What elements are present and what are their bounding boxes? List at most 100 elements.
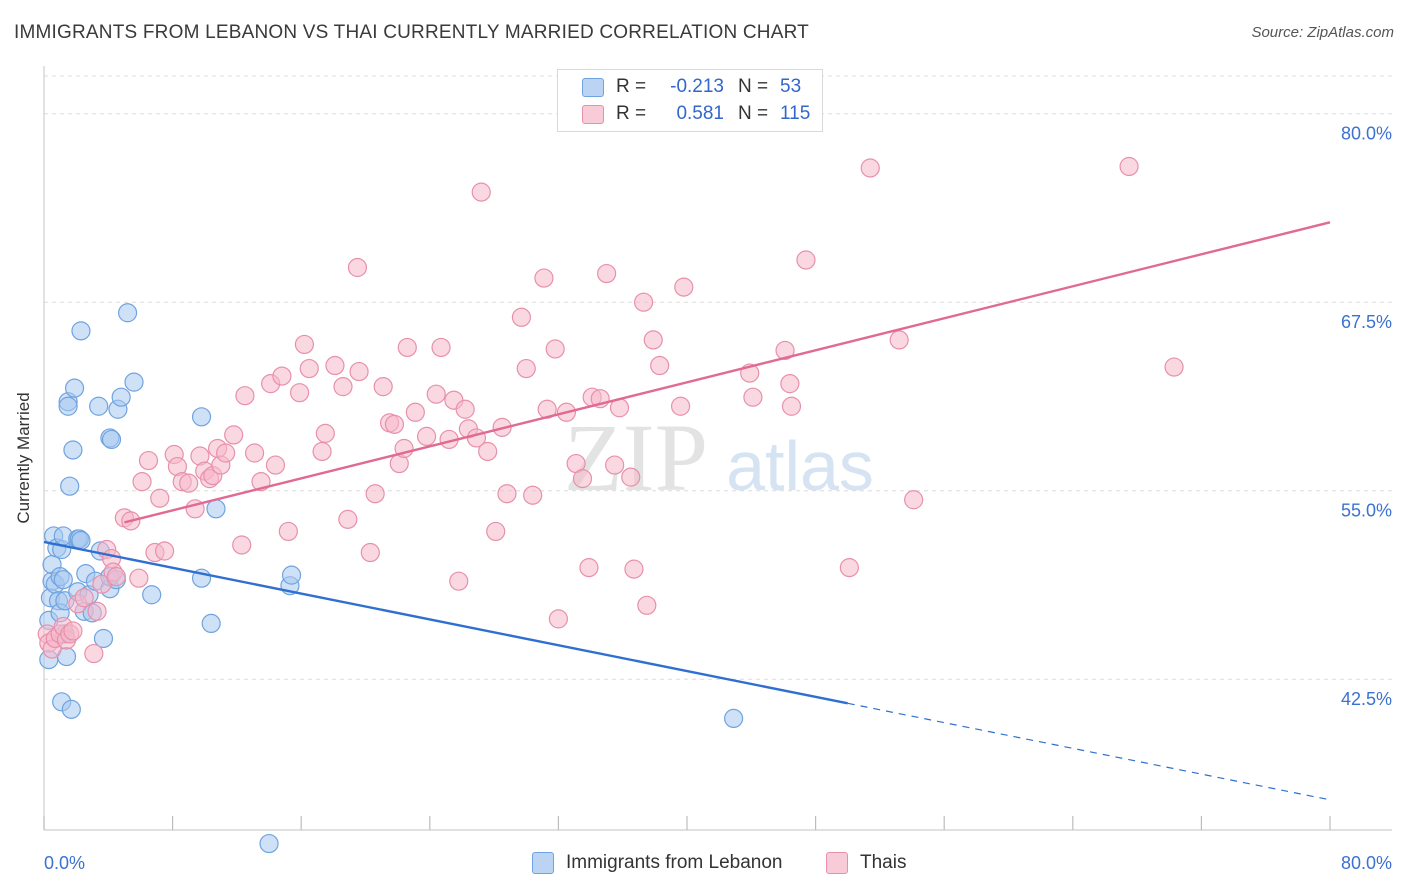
x-tick-label: 0.0% (44, 853, 85, 873)
axis-layer (43, 66, 1392, 831)
lebanon-point (101, 429, 122, 450)
lebanon-point (724, 708, 744, 729)
thais-point (74, 588, 94, 608)
legend-r-label: R = (616, 76, 647, 97)
thais-point (244, 443, 265, 463)
thais-point (87, 601, 107, 621)
legend-n-value: 115 (780, 103, 811, 124)
thais-point (775, 340, 795, 361)
thais-point (605, 455, 625, 475)
lebanon-point (53, 570, 73, 590)
thais-point (278, 521, 298, 542)
watermark: ZIP atlas (564, 404, 874, 511)
thais-point (405, 402, 425, 422)
thais-point (431, 337, 451, 358)
bottom-legend-label-lebanon: Immigrants from Lebanon (566, 852, 783, 873)
thais-point (154, 541, 175, 561)
thais-point (224, 425, 244, 445)
lebanon-trend-line (43, 540, 848, 705)
thais-point (216, 443, 236, 463)
thais-point (373, 377, 393, 397)
chart-title: IMMIGRANTS FROM LEBANON VS THAI CURRENTL… (14, 22, 809, 43)
thais-point (839, 558, 859, 578)
lebanon-point (64, 378, 85, 398)
lebanon-point (142, 585, 162, 605)
lebanon-point (259, 833, 279, 854)
lebanon-point (117, 303, 138, 323)
lebanon-point (93, 628, 114, 649)
lebanon-point (201, 613, 221, 634)
y-tick-label: 55.0% (1341, 501, 1392, 521)
thais-point (312, 441, 332, 462)
legend-r-value: -0.213 (670, 76, 724, 97)
thais-point (637, 595, 657, 615)
thais-point (232, 535, 252, 555)
lebanon-point (111, 387, 131, 407)
thais-point (84, 643, 104, 664)
thais-point (545, 339, 565, 359)
thais-point (294, 334, 315, 355)
thais-point (1119, 156, 1139, 177)
thais-point (349, 361, 369, 382)
lebanon-point (281, 565, 302, 585)
thais-point (860, 158, 880, 178)
thais-point (633, 292, 654, 312)
legend-n-value: 53 (780, 76, 802, 97)
legend-box: R = -0.213 N = 53 R = 0.581 N = 115 (557, 69, 823, 132)
thais-point (426, 384, 446, 404)
thais-point (150, 488, 170, 508)
lebanon-point (206, 499, 226, 519)
bottom-legend-lebanon: Immigrants from Lebanon (532, 852, 783, 874)
legend-row-thais: R = 0.581 N = 115 (582, 102, 816, 126)
thais-point (1164, 357, 1184, 377)
thais-point (534, 268, 554, 288)
legend-swatch-thais (582, 104, 604, 124)
bottom-legend-swatch-lebanon (532, 852, 554, 874)
tick-label-layer: 42.5% 55.0% 67.5% 80.0% 0.0% 80.0% (44, 124, 1392, 873)
thais-point (299, 358, 319, 379)
grid-layer (44, 75, 1392, 680)
thais-point (235, 386, 255, 406)
thais-point (511, 307, 532, 327)
thais-point (904, 490, 924, 510)
y-tick-label: 80.0% (1341, 124, 1392, 144)
thais-point (129, 568, 149, 588)
thais-point (548, 609, 569, 629)
thais-point (643, 330, 663, 350)
legend-r-value: 0.581 (676, 103, 724, 124)
thais-point (621, 467, 641, 487)
lebanon-trend-extension (847, 702, 1331, 801)
bottom-legend-thais: Thais (826, 852, 906, 874)
thais-point (397, 337, 417, 358)
lebanon-point (58, 396, 78, 416)
thais-point (497, 484, 517, 504)
thais-point (338, 509, 358, 529)
legend-swatch-lebanon (582, 77, 604, 97)
thais-point (416, 426, 437, 447)
thais-point (63, 621, 83, 641)
thais-point (455, 399, 475, 419)
thais-point (179, 473, 199, 493)
thais-point (889, 330, 909, 350)
thais-point (796, 250, 816, 270)
y-tick-label: 42.5% (1341, 689, 1392, 709)
thais-point (333, 377, 353, 397)
thais-point (325, 355, 345, 376)
thais-point (265, 455, 286, 475)
y-tick-label: 67.5% (1341, 312, 1392, 332)
legend-r-label: R = (616, 103, 647, 124)
watermark-atlas: atlas (726, 427, 874, 505)
thais-point (674, 277, 694, 297)
thais-point (315, 423, 335, 443)
legend-n-label: N = (738, 76, 769, 97)
x-tick-label: 80.0% (1341, 853, 1392, 873)
thais-point (743, 387, 763, 407)
thais-point (579, 558, 599, 578)
thais-point (132, 472, 152, 492)
thais-point (138, 450, 159, 471)
thais-point (347, 257, 368, 278)
thais-point (523, 485, 543, 505)
bottom-legend-label-thais: Thais (860, 852, 907, 873)
thais-point (272, 366, 292, 386)
